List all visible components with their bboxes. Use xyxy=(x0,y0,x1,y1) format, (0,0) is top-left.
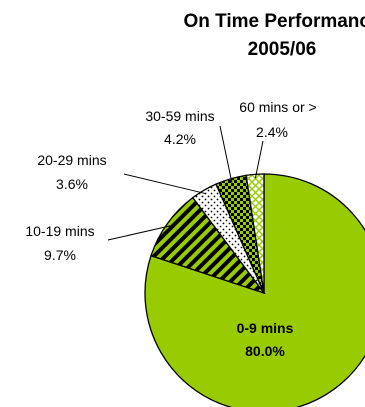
slice-label-60-mins-or-more: 60 mins or > xyxy=(239,99,316,115)
slice-label-0-9-mins: 0-9 mins xyxy=(237,320,294,336)
leader-lines xyxy=(107,125,264,241)
pie-slice-60-mins-or xyxy=(245,173,265,294)
slice-value-10-19-mins: 9.7% xyxy=(44,247,76,263)
slice-label-10-19-mins: 10-19 mins xyxy=(25,223,94,239)
pie-slices xyxy=(144,173,365,407)
chart-title-line1: On Time Performance xyxy=(183,11,365,32)
leader-line-30-59-mins xyxy=(219,125,233,183)
leader-line-10-19-mins xyxy=(107,225,171,241)
slice-value-30-59-mins: 4.2% xyxy=(164,131,196,147)
chart-title-line2: 2005/06 xyxy=(248,39,317,60)
slice-value-60-mins-or-more: 2.4% xyxy=(256,124,288,140)
leader-line-20-29-mins xyxy=(123,173,207,195)
slice-label-30-59-mins: 30-59 mins xyxy=(145,108,214,124)
slice-label-20-29-mins: 20-29 mins xyxy=(37,152,106,168)
leader-line-60-mins-or xyxy=(254,140,264,179)
slice-value-20-29-mins: 3.6% xyxy=(56,176,88,192)
slice-value-0-9-mins: 80.0% xyxy=(245,343,285,359)
